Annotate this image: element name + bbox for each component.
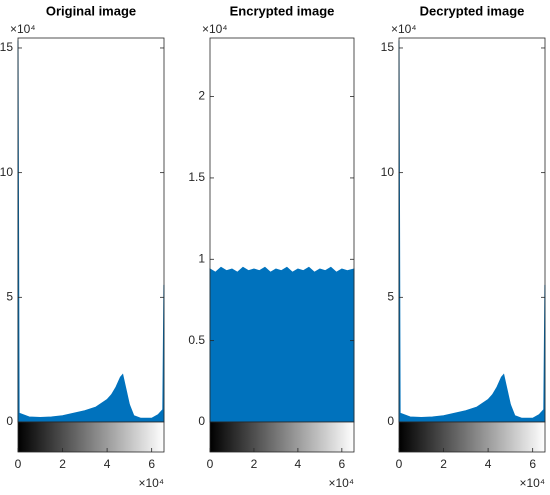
x-tick-label: 2: [59, 457, 66, 471]
y-exponent-label: ×10⁴: [10, 22, 36, 36]
histogram-area: [17, 40, 165, 423]
y-tick-label: 2: [198, 89, 205, 103]
x-tick-label: 4: [485, 457, 492, 471]
y-tick-label: 5: [6, 289, 13, 303]
x-tick-label: 2: [251, 457, 258, 471]
x-tick-label: 6: [529, 457, 536, 471]
x-tick-label: 0: [207, 457, 214, 471]
colorbar: [398, 421, 546, 453]
y-tick-label: 15: [381, 40, 395, 54]
x-tick-label: 0: [15, 457, 22, 471]
x-tick-label: 6: [338, 457, 345, 471]
y-tick-label: 0: [387, 414, 394, 428]
chart-title: Original image: [46, 3, 136, 18]
y-tick-label: 10: [381, 165, 395, 179]
y-tick-label: 1.5: [188, 170, 205, 184]
axes-box: [17, 37, 165, 423]
x-tick-label: 0: [396, 457, 403, 471]
y-tick-label: 0: [6, 414, 13, 428]
chart-title: Encrypted image: [230, 3, 335, 18]
x-tick-label: 4: [104, 457, 111, 471]
y-tick-label: 1: [198, 251, 205, 265]
x-exponent-label: ×10⁴: [138, 476, 164, 490]
y-tick-label: 10: [0, 165, 13, 179]
y-tick-label: 0: [198, 414, 205, 428]
histogram-area: [398, 40, 546, 423]
x-exponent-label: ×10⁴: [519, 476, 545, 490]
axes-box: [398, 37, 546, 423]
x-exponent-label: ×10⁴: [328, 476, 354, 490]
x-tick-label: 2: [440, 457, 447, 471]
colorbar: [209, 421, 355, 453]
y-exponent-label: ×10⁴: [391, 22, 417, 36]
y-tick-label: 0.5: [188, 333, 205, 347]
colorbar: [17, 421, 165, 453]
chart-title: Decrypted image: [420, 3, 525, 18]
y-exponent-label: ×10⁴: [202, 22, 228, 36]
histogram-area: [209, 266, 355, 423]
y-tick-label: 15: [0, 40, 13, 54]
x-tick-label: 6: [148, 457, 155, 471]
y-tick-label: 5: [387, 289, 394, 303]
x-tick-label: 4: [295, 457, 302, 471]
